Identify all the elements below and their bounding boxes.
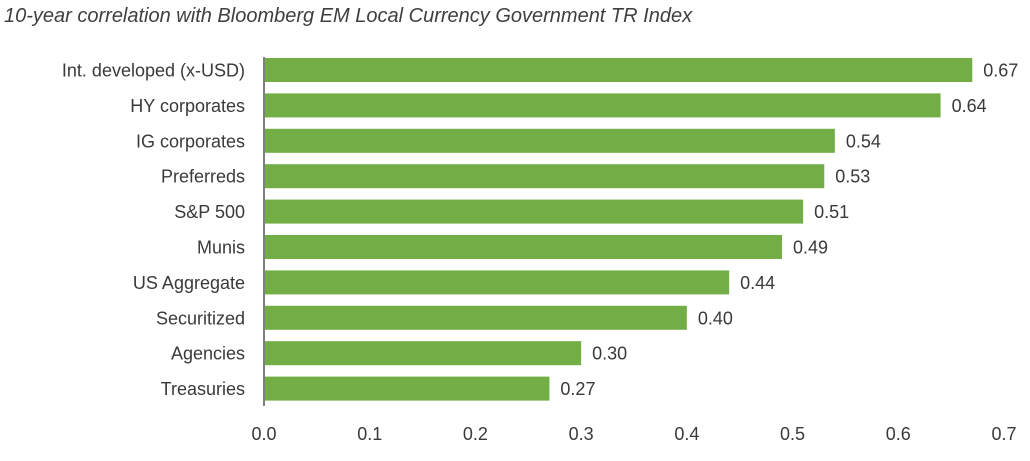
bar [264,93,941,118]
x-tick-label: 0.6 [886,424,911,444]
value-label: 0.27 [560,379,595,399]
bar [264,164,825,189]
x-axis-ticks-group: 0.0 0.1 0.2 0.3 0.4 0.5 0.6 0.7 [251,424,1016,444]
value-labels-group: 0.67 0.64 0.54 0.53 0.51 0.49 0.44 0.40 0.30 0.27 [560,61,1018,400]
value-label: 0.49 [793,238,828,258]
value-label: 0.30 [592,344,627,364]
chart-title: 10-year correlation with Bloomberg EM Lo… [4,5,693,27]
category-label: Int. developed (x-USD) [62,61,245,81]
x-tick-label: 0.5 [780,424,805,444]
value-label: 0.40 [698,308,733,328]
category-label: S&P 500 [174,202,245,222]
category-label: Munis [197,238,245,258]
value-label: 0.44 [740,273,775,293]
category-label: IG corporates [136,131,245,151]
category-label: US Aggregate [133,273,245,293]
x-tick-label: 0.0 [251,424,276,444]
value-label: 0.67 [983,61,1018,81]
value-label: 0.53 [835,167,870,187]
bar [264,270,730,295]
bar [264,128,835,153]
x-tick-label: 0.4 [674,424,699,444]
category-labels-group: Int. developed (x-USD) HY corporates IG co… [62,61,245,400]
bar [264,341,582,366]
bar [264,376,550,401]
category-label: Preferreds [161,167,245,187]
category-label: Treasuries [161,379,245,399]
x-tick-label: 0.1 [357,424,382,444]
x-tick-label: 0.7 [991,424,1016,444]
value-label: 0.51 [814,202,849,222]
bar [264,235,782,259]
bar [264,58,973,82]
bar [264,305,687,330]
bar [264,199,804,224]
category-label: Securitized [156,308,245,328]
category-label: HY corporates [130,96,245,116]
x-tick-label: 0.3 [569,424,594,444]
value-label: 0.54 [846,131,881,151]
value-label: 0.64 [952,96,987,116]
x-tick-label: 0.2 [463,424,488,444]
category-label: Agencies [171,344,245,364]
bars-group [264,58,973,401]
